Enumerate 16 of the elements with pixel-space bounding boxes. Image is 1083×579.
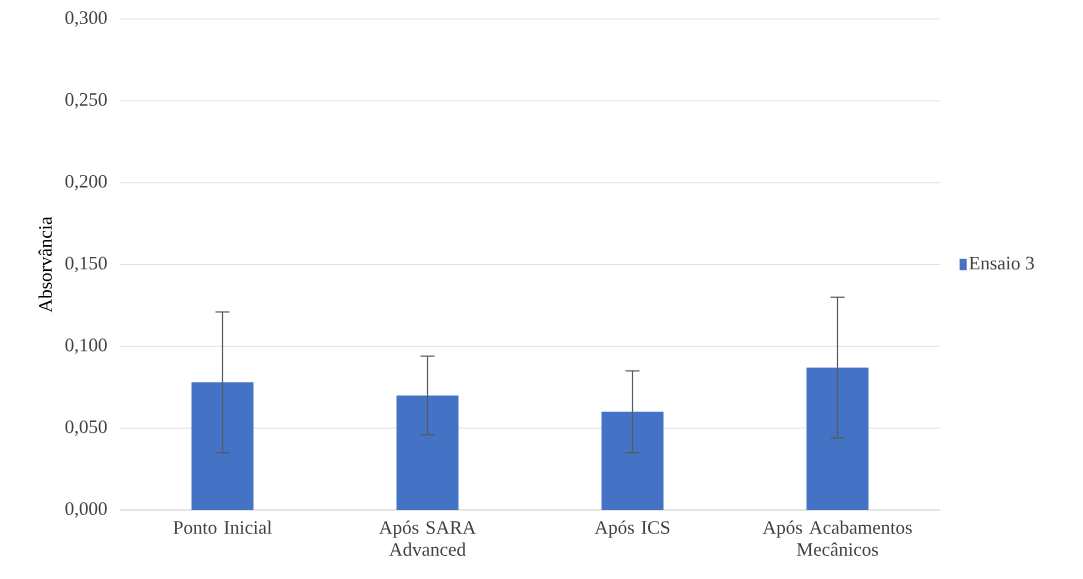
y-tick-label: 0,000 — [65, 502, 107, 518]
x-tick-label: Após Acabamentos Mecânicos — [762, 520, 912, 556]
x-tick-label: Após ICS — [594, 520, 670, 538]
bar — [806, 367, 869, 510]
y-tick-label: 0,050 — [65, 420, 107, 436]
y-tick-label: 0,100 — [65, 338, 107, 355]
y-tick-label: 0,250 — [65, 93, 107, 109]
legend-label: Ensaio 3 — [969, 256, 1034, 270]
x-tick-label: Ponto Inicial — [173, 520, 272, 534]
y-tick-label: 0,300 — [65, 11, 107, 27]
y-axis-title: Absorvância — [38, 216, 52, 313]
x-tick-label: Após SARA Advanced — [379, 520, 476, 556]
y-tick-label: 0,200 — [65, 174, 107, 191]
bar — [396, 395, 459, 510]
bar — [601, 411, 664, 510]
y-tick-label: 0,150 — [65, 256, 107, 273]
